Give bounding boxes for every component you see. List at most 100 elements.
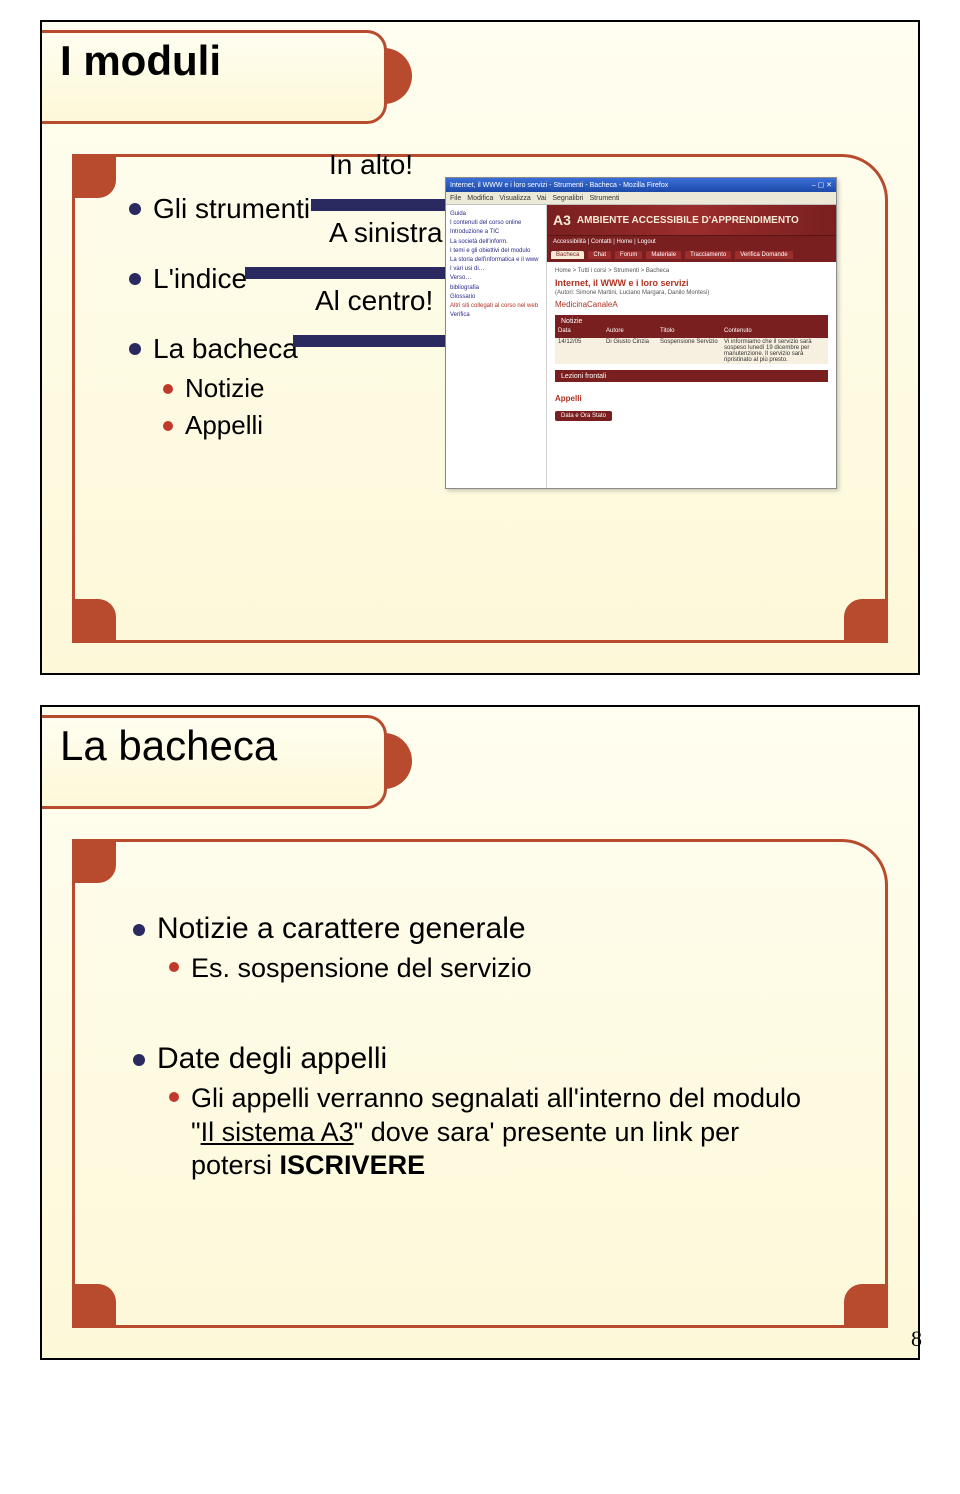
bullet-icon xyxy=(129,343,141,355)
ss-authors: (Autori: Simone Martini, Luciano Margara… xyxy=(555,290,828,296)
ss-sidebar-item: I temi e gli obiettivi del modulo xyxy=(450,248,542,255)
annotation-a-sinistra: A sinistra! xyxy=(329,217,450,249)
bullet-icon xyxy=(129,273,141,285)
bullet-label: L'indice xyxy=(153,263,247,295)
ss-window-controls: – ▢ ✕ xyxy=(812,181,832,189)
annotation-in-alto: In alto! xyxy=(329,149,413,181)
ss-tab: Verifica Domande xyxy=(735,251,792,259)
bullet-appelli-info: Gli appelli verranno segnalati all'inter… xyxy=(169,1082,827,1183)
bullet-icon xyxy=(169,1092,179,1102)
bullet-icon xyxy=(169,962,179,972)
ss-td: 14/12/05 xyxy=(555,338,603,364)
slide2-content: Notizie a carattere generale Es. sospens… xyxy=(133,902,827,1187)
ss-banner: A3 AMBIENTE ACCESSIBILE D'APPRENDIMENTO xyxy=(547,205,836,236)
ss-menu-item: Vai xyxy=(537,195,547,202)
ss-sidebar: Guida I contenuti del corso online Intro… xyxy=(446,205,547,489)
ss-content: Home > Tutti i corsi > Strumenti > Bache… xyxy=(547,262,836,489)
ss-sidebar-item: La società dell'inform. xyxy=(450,239,542,246)
ss-menubar: File Modifica Visualizza Vai Segnalibri … xyxy=(446,192,836,205)
corner-decoration xyxy=(72,839,116,883)
ss-sidebar-item: bibliografia xyxy=(450,285,542,292)
ss-menu-item: Modifica xyxy=(467,195,493,202)
bullet-icon xyxy=(133,924,145,936)
ss-channel-link: MedicinaCanaleA xyxy=(555,300,828,309)
bullet-notizie-generale: Notizie a carattere generale xyxy=(133,912,827,946)
ss-tab: Tracciamento xyxy=(685,251,731,259)
slide2-title: La bacheca xyxy=(60,722,277,770)
bullet-sospensione: Es. sospensione del servizio xyxy=(169,952,827,986)
ss-table-row: 14/12/05 Di Giusto Cinzia Sospensione Se… xyxy=(555,338,828,364)
slide1-title: I moduli xyxy=(60,37,221,85)
ss-tab: Forum xyxy=(615,251,642,259)
bullet-icon xyxy=(163,421,173,431)
content-frame: Notizie a carattere generale Es. sospens… xyxy=(72,839,888,1328)
bullet-label: Date degli appelli xyxy=(157,1042,387,1076)
ss-section-lezioni: Lezioni frontali xyxy=(555,370,828,382)
ss-th: Contenuto xyxy=(721,327,828,338)
corner-decoration xyxy=(844,1284,888,1328)
ss-sidebar-item: Verifica xyxy=(450,312,542,319)
ss-section-notizie: Notizie xyxy=(555,315,828,327)
ss-titlebar: Internet, il WWW e i loro servizi - Stru… xyxy=(446,178,836,192)
ss-menu-item: Visualizza xyxy=(499,195,530,202)
text-iscrivere: ISCRIVERE xyxy=(280,1150,426,1180)
bullet-notizie: Notizie xyxy=(163,373,479,404)
ss-th: Titolo xyxy=(657,327,721,338)
ss-main: A3 AMBIENTE ACCESSIBILE D'APPRENDIMENTO … xyxy=(547,205,836,489)
bullet-label: Es. sospensione del servizio xyxy=(191,952,532,986)
bullet-date-appelli: Date degli appelli xyxy=(133,1042,827,1076)
ss-td: Di Giusto Cinzia xyxy=(603,338,657,364)
page-number: 8 xyxy=(911,1326,922,1352)
ss-table-head: Data Autore Titolo Contenuto xyxy=(555,327,828,338)
ss-heading: Internet, il WWW e i loro servizi xyxy=(555,278,828,288)
ss-th: Autore xyxy=(603,327,657,338)
embedded-screenshot: Internet, il WWW e i loro servizi - Stru… xyxy=(445,177,837,489)
ss-td: Sospensione Servizio xyxy=(657,338,721,364)
ss-window-title: Internet, il WWW e i loro servizi - Stru… xyxy=(450,182,668,189)
arrow-indice xyxy=(245,267,479,279)
ss-menu-item: Strumenti xyxy=(590,195,620,202)
ss-tab: Materiale xyxy=(646,251,681,259)
ss-section-appelli: Appelli xyxy=(555,394,828,403)
slide-2: La bacheca Notizie a carattere generale … xyxy=(40,705,920,1360)
ss-tab: Bacheca xyxy=(551,251,584,259)
bullet-appelli: Appelli xyxy=(163,410,479,441)
ss-menu-item: File xyxy=(450,195,461,202)
ss-sidebar-item: Guida xyxy=(450,211,542,218)
ss-menu-item: Segnalibri xyxy=(552,195,583,202)
ss-tab: Chat xyxy=(588,251,611,259)
title-inner: I moduli xyxy=(42,30,387,124)
bullet-label: La bacheca xyxy=(153,333,298,365)
bullet-icon xyxy=(163,384,173,394)
ss-sidebar-item: Verso… xyxy=(450,275,542,282)
ss-banner-logo: A3 xyxy=(553,212,571,228)
link-il-sistema-a3: Il sistema A3 xyxy=(201,1117,354,1147)
bullet-label: Notizie a carattere generale xyxy=(157,912,526,946)
ss-sidebar-item: La storia dell'informatica e il www xyxy=(450,257,542,264)
content-frame: Gli strumenti L'indice La bacheca Notizi… xyxy=(72,154,888,643)
bullet-label: Gli strumenti xyxy=(153,193,310,225)
title-inner: La bacheca xyxy=(42,715,387,809)
ss-sidebar-item: I contenuti del corso online xyxy=(450,220,542,227)
ss-sidebar-item: Altri siti collegati al corso nel web xyxy=(450,303,542,310)
corner-decoration xyxy=(844,599,888,643)
ss-banner-text: AMBIENTE ACCESSIBILE D'APPRENDIMENTO xyxy=(577,215,799,226)
corner-decoration xyxy=(72,1284,116,1328)
slide-1: I moduli Gli strumenti L'indice La bac xyxy=(40,20,920,675)
ss-banner-sub: Accessibilità | Contatti | Home | Logout xyxy=(547,236,836,248)
ss-sidebar-item: Glossario xyxy=(450,294,542,301)
ss-sidebar-item: I vari usi di… xyxy=(450,266,542,273)
bullet-label: Appelli xyxy=(185,410,263,441)
ss-body: Guida I contenuti del corso online Intro… xyxy=(446,205,836,489)
ss-appelli-button: Data e Ora Stato xyxy=(555,411,612,421)
bullet-label: Gli appelli verranno segnalati all'inter… xyxy=(191,1082,827,1183)
ss-tabs: Bacheca Chat Forum Materiale Tracciament… xyxy=(547,248,836,262)
annotation-al-centro: Al centro! xyxy=(315,285,433,317)
corner-decoration xyxy=(72,599,116,643)
ss-th: Data xyxy=(555,327,603,338)
ss-breadcrumb: Home > Tutti i corsi > Strumenti > Bache… xyxy=(555,268,828,274)
corner-decoration xyxy=(72,154,116,198)
ss-sidebar-item: Introduzione a TIC xyxy=(450,229,542,236)
bullet-label: Notizie xyxy=(185,373,264,404)
bullet-icon xyxy=(133,1054,145,1066)
